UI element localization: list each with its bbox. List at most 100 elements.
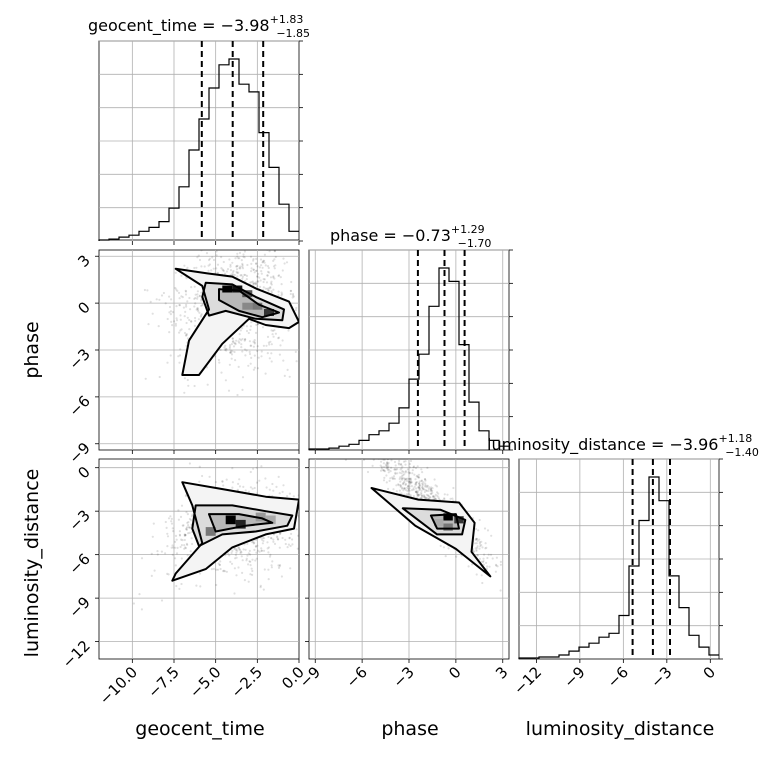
scatter-point — [409, 479, 413, 482]
scatter-point — [270, 537, 273, 540]
scatter-point — [407, 485, 410, 488]
scatter-point — [236, 488, 239, 491]
scatter-point — [401, 486, 404, 489]
scatter-point — [303, 318, 305, 320]
scatter-point — [400, 447, 402, 449]
scatter-point — [232, 245, 234, 247]
scatter-point — [175, 319, 179, 322]
density-cell — [434, 519, 444, 527]
scatter-point — [222, 569, 225, 572]
scatter-point — [417, 473, 420, 476]
scatter-point — [254, 283, 257, 286]
scatter-point — [230, 357, 233, 360]
scatter-point — [409, 480, 412, 483]
scatter-point — [184, 546, 187, 549]
scatter-point — [252, 368, 255, 371]
scatter-point — [281, 293, 284, 296]
scatter-point — [429, 489, 432, 492]
scatter-point — [178, 354, 182, 357]
scatter-point — [164, 552, 167, 555]
scatter-point — [183, 264, 186, 267]
xlabel-luminosity-distance: luminosity_distance — [526, 718, 715, 740]
scatter-point — [382, 465, 386, 468]
scatter-point — [257, 280, 260, 283]
scatter-point — [232, 340, 235, 343]
scatter-point — [230, 343, 233, 346]
scatter-point — [223, 346, 226, 349]
scatter-point — [417, 476, 420, 479]
scatter-point — [184, 533, 187, 537]
scatter-point — [243, 579, 246, 582]
scatter-point — [408, 487, 411, 490]
scatter-point — [238, 251, 242, 254]
scatter-point — [248, 352, 252, 356]
scatter-point — [188, 462, 191, 465]
scatter-point — [183, 544, 186, 547]
scatter-point — [250, 356, 253, 359]
scatter-point — [197, 308, 200, 311]
scatter-point — [398, 463, 401, 466]
scatter-point — [298, 516, 299, 519]
scatter-point — [287, 329, 290, 332]
scatter-point — [412, 495, 415, 498]
scatter-point — [265, 344, 268, 347]
scatter-point — [196, 307, 199, 310]
scatter-point — [382, 452, 384, 454]
tick-label-y-phase: −6 — [65, 392, 93, 420]
scatter-point — [251, 569, 254, 573]
scatter-point — [288, 537, 291, 540]
scatter-point — [237, 257, 240, 260]
contour-line — [218, 288, 280, 319]
scatter-point — [231, 337, 234, 340]
scatter-point — [175, 317, 178, 320]
scatter-point — [412, 466, 415, 469]
scatter-point — [379, 464, 382, 467]
scatter-point — [426, 466, 429, 469]
scatter-point — [417, 486, 420, 489]
scatter-point — [476, 539, 479, 543]
scatter-point — [246, 542, 249, 546]
scatter-point — [406, 486, 409, 489]
density-cell — [443, 523, 453, 531]
scatter-point — [196, 256, 199, 259]
scatter-point — [382, 479, 386, 482]
scatter-point — [386, 461, 389, 464]
scatter-point — [178, 303, 181, 307]
scatter-point — [283, 262, 286, 265]
scatter-point — [415, 475, 418, 478]
scatter-point — [304, 316, 306, 318]
scatter-point — [185, 527, 188, 530]
scatter-point — [245, 557, 248, 560]
scatter-point — [251, 558, 254, 561]
scatter-point — [241, 264, 244, 267]
tick-label-y-phase: −3 — [65, 345, 93, 373]
scatter-point — [236, 255, 239, 258]
scatter-point — [437, 492, 440, 495]
scatter-point — [215, 568, 218, 571]
scatter-point — [233, 547, 236, 551]
scatter-point — [262, 278, 265, 281]
scatter-point — [409, 482, 412, 485]
scatter-point — [189, 308, 192, 311]
scatter-point — [394, 471, 397, 474]
scatter-point — [475, 542, 478, 545]
scatter-point — [222, 269, 225, 273]
scatter-point — [431, 489, 434, 492]
scatter-point — [238, 338, 241, 341]
scatter-point — [404, 477, 407, 480]
scatter-point — [428, 496, 431, 499]
scatter-point — [367, 445, 369, 447]
scatter-point — [415, 491, 418, 494]
scatter-point — [271, 333, 274, 336]
scatter-point — [181, 539, 184, 542]
scatter-point — [404, 470, 407, 473]
contour-line — [370, 487, 492, 578]
scatter-point — [190, 515, 194, 518]
scatter-point — [247, 563, 250, 566]
tick-label-y-phase: 0 — [74, 298, 93, 317]
scatter-point — [282, 257, 285, 260]
scatter-point — [233, 341, 236, 345]
scatter-point — [429, 488, 433, 491]
tick-label-y-luminosity_distance: −9 — [65, 593, 93, 621]
scatter-point — [241, 265, 244, 268]
